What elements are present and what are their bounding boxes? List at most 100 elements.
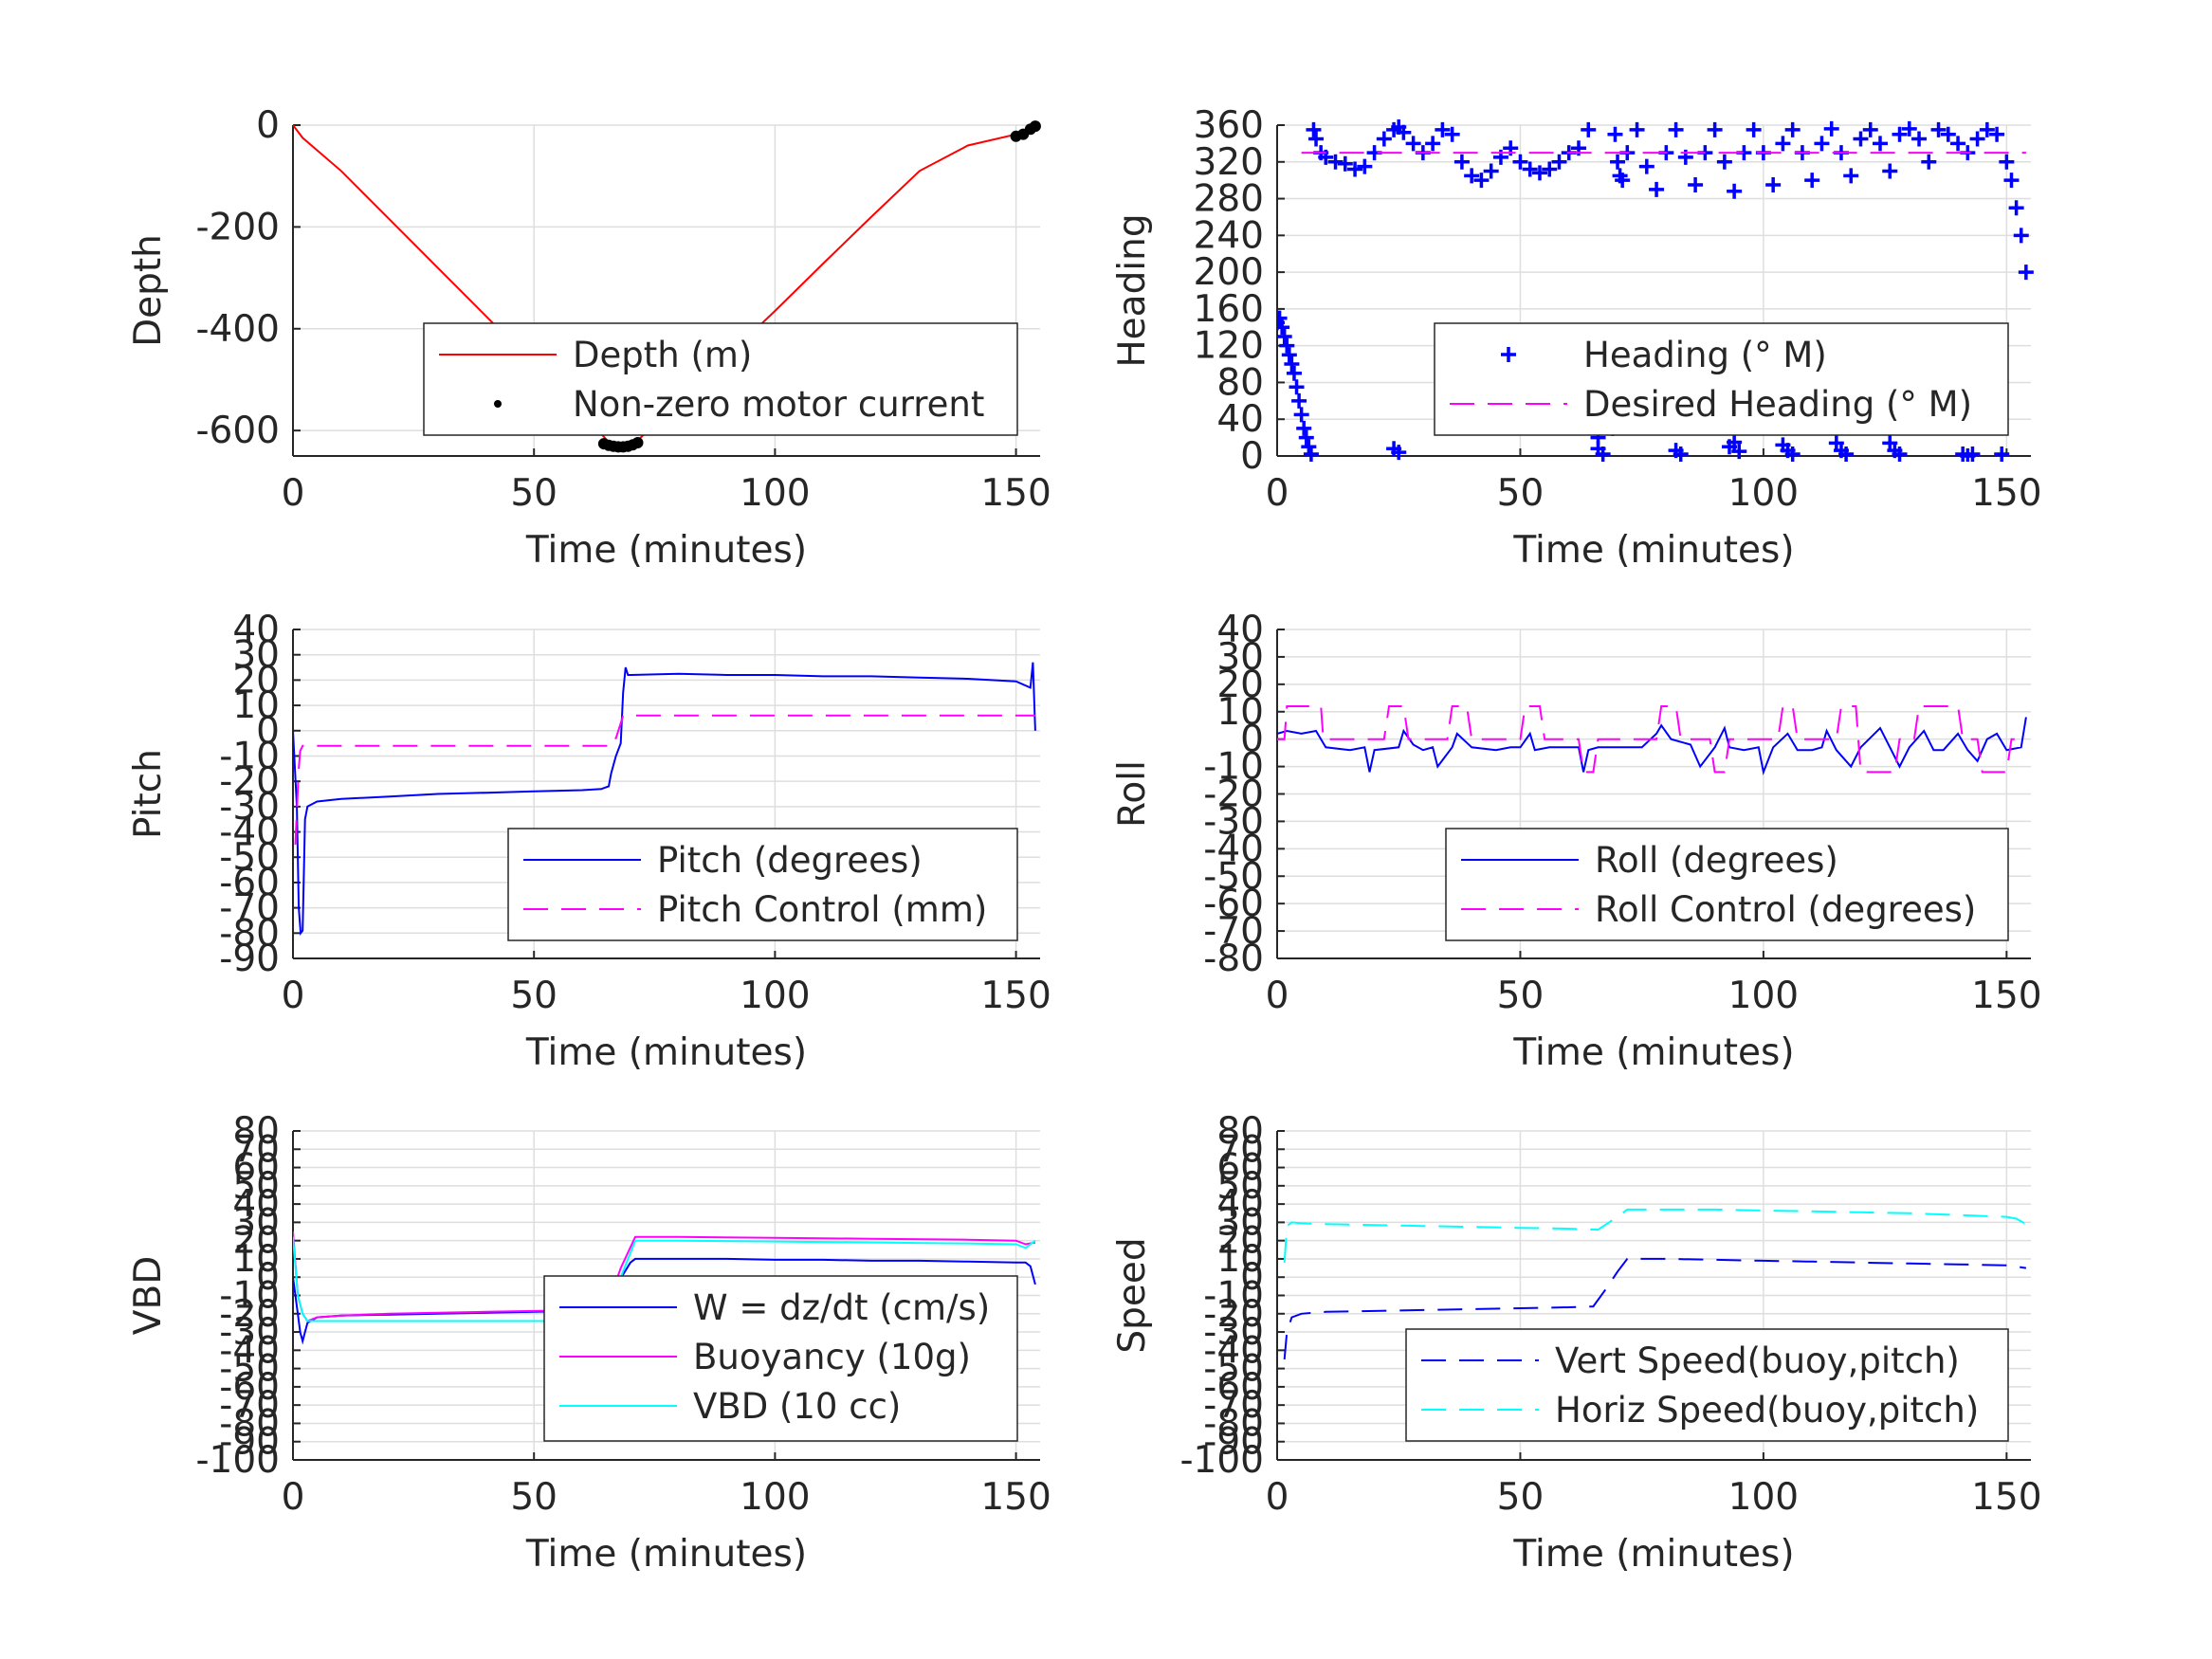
speed-legend-vert-speed-buoy-pitch-label: Vert Speed(buoy,pitch) xyxy=(1555,1340,1960,1381)
vbd-legend: W = dz/dt (cm/s) Buoyancy (10g) VBD (10 cc… xyxy=(543,1275,1018,1442)
heading-series-heading-m-point xyxy=(1707,121,1723,137)
vbd-ytick-label: 10 xyxy=(232,1238,280,1281)
speed-xtick-label: 50 xyxy=(1497,1476,1545,1519)
heading-series-heading-m-point xyxy=(1804,173,1820,189)
pitch-ytick-label: -50 xyxy=(219,836,280,879)
pitch-ylabel: Pitch xyxy=(127,749,170,839)
heading-series-heading-m-point xyxy=(1435,121,1451,137)
vbd-ytick-label: -80 xyxy=(219,1402,280,1445)
pitch-ytick-label: -30 xyxy=(219,786,280,829)
roll-xtick-label: 150 xyxy=(1971,975,2041,1017)
depth-panel: 0 50 100 150 0 -200 -400 -600 Time (minutes) Dept… xyxy=(127,104,1051,572)
speed-legend-horiz-speed-buoy-pitch-label: Horiz Speed(buoy,pitch) xyxy=(1555,1390,1979,1431)
roll-series-roll-degrees-line xyxy=(1277,717,2027,775)
heading-series-heading-m-point xyxy=(1950,136,1966,152)
heading-series-heading-m-point xyxy=(1277,310,1288,326)
heading-ytick-label: 120 xyxy=(1194,325,1264,368)
roll-ylabel: Roll xyxy=(1111,760,1154,828)
heading-series-heading-m-point xyxy=(1921,154,1937,170)
heading-ylabel: Heading xyxy=(1111,213,1154,367)
depth-legend-depth-m-label: Depth (m) xyxy=(573,335,752,375)
depth-xtick-label: 0 xyxy=(282,472,305,515)
heading-series-heading-m-point xyxy=(1306,121,1322,137)
vbd-xlabel: Time (minutes) xyxy=(525,1533,807,1576)
roll-panel: 0 50 100 150-80-70-60-50-40-30-20-100102030… xyxy=(1111,609,2042,1074)
vbd-legend-w-dz-dt-cm-s-label: W = dz/dt (cm/s) xyxy=(693,1287,990,1328)
heading-ytick-label: 280 xyxy=(1194,178,1264,221)
pitch-xlabel: Time (minutes) xyxy=(525,1031,807,1074)
roll-ytick-label: -10 xyxy=(1203,746,1264,789)
depth-ylabel: Depth xyxy=(127,234,170,347)
heading-ytick-label: 80 xyxy=(1216,361,1264,404)
heading-series-heading-m-point xyxy=(1668,121,1684,137)
pitch-series-group xyxy=(293,662,1036,936)
heading-series-heading-m-point xyxy=(2008,200,2024,216)
pitch-ytick-label: 10 xyxy=(232,684,280,727)
vbd-ytick-label: -70 xyxy=(219,1384,280,1427)
heading-series-heading-m-point xyxy=(1281,347,1297,363)
heading-series-heading-m-point xyxy=(1376,131,1392,147)
roll-ytick-label: 0 xyxy=(1240,719,1264,761)
speed-grid xyxy=(1276,1130,2031,1461)
roll-ytick-label: -80 xyxy=(1203,938,1264,980)
roll-series-roll-control-degrees-line xyxy=(1277,705,2026,774)
roll-xtick-label: 50 xyxy=(1497,975,1545,1017)
depth-legend-box xyxy=(423,322,1018,436)
depth-series-group xyxy=(293,120,1041,453)
heading-series-heading-m-point xyxy=(1531,165,1547,181)
heading-series-heading-m-point xyxy=(1853,131,1869,147)
heading-ytick-label: 360 xyxy=(1194,104,1264,147)
speed-ytick-label: -90 xyxy=(1203,1421,1264,1464)
depth-legend: Depth (m) Non-zero motor current xyxy=(423,322,1018,436)
heading-series-heading-m-point xyxy=(1979,121,1995,137)
vbd-ytick-label: -20 xyxy=(219,1293,280,1336)
speed-xtick-label: 0 xyxy=(1266,1476,1289,1519)
heading-series-heading-m-point xyxy=(1727,434,1743,450)
heading-series-heading-m-point xyxy=(1911,131,1928,147)
vbd-ytick-label: -60 xyxy=(219,1366,280,1409)
pitch-legend-pitch-control-mm-label: Pitch Control (mm) xyxy=(657,889,987,930)
speed-ytick-label: 30 xyxy=(1216,1201,1264,1244)
pitch-ytick-label: 30 xyxy=(232,634,280,677)
roll-ytick-label: 10 xyxy=(1216,691,1264,734)
speed-ytick-label: -100 xyxy=(1179,1439,1264,1482)
heading-xtick-label: 0 xyxy=(1266,472,1289,515)
pitch-xtick-label: 100 xyxy=(740,975,810,1017)
heading-series-heading-m-point xyxy=(2013,228,2029,244)
heading-series-heading-m-point xyxy=(1551,154,1567,170)
speed-ytick-label: -30 xyxy=(1203,1311,1264,1354)
heading-ytick-label: 40 xyxy=(1216,398,1264,441)
heading-series-heading-m-point xyxy=(2003,173,2020,189)
speed-xtick-label: 100 xyxy=(1728,1476,1799,1519)
heading-series-heading-m-point xyxy=(1965,447,1981,462)
heading-series-heading-m-point xyxy=(1512,154,1528,170)
heading-series-heading-m-point xyxy=(1405,136,1421,152)
vbd-ytick-label: -30 xyxy=(219,1311,280,1354)
roll-ytick-label: 30 xyxy=(1216,636,1264,679)
heading-series-heading-m-point xyxy=(1607,126,1623,142)
heading-series-heading-m-point xyxy=(1391,445,1407,461)
heading-series-heading-m-point xyxy=(1731,444,1747,460)
pitch-legend: Pitch (degrees) Pitch Control (mm) xyxy=(507,828,1018,941)
vbd-panel: 0 50 100 150-100-90-80-70-60-50-40-30-20-10… xyxy=(127,1110,1051,1576)
pitch-series-pitch-degrees-line xyxy=(293,662,1036,936)
speed-ytick-label: 20 xyxy=(1216,1220,1264,1263)
speed-legend-box xyxy=(1405,1328,2009,1442)
vbd-ytick-label: 20 xyxy=(232,1220,280,1263)
vbd-ytick-label: 80 xyxy=(232,1110,280,1153)
heading-series-heading-m-point xyxy=(1838,447,1855,462)
heading-legend-box xyxy=(1434,322,2009,436)
heading-series-heading-m-point xyxy=(1464,168,1480,184)
heading-series-heading-m-point xyxy=(1347,161,1363,177)
vbd-ytick-label: -100 xyxy=(195,1439,280,1482)
heading-series-heading-m-point xyxy=(1994,447,2010,462)
roll-ytick-label: -40 xyxy=(1203,828,1264,870)
heading-series-heading-m-point xyxy=(1279,337,1295,354)
heading-series-heading-m-point xyxy=(1649,181,1665,197)
heading-series-heading-m-point xyxy=(1284,356,1300,373)
vbd-ytick-label: 50 xyxy=(232,1165,280,1208)
vbd-xtick-label: 100 xyxy=(740,1476,810,1519)
